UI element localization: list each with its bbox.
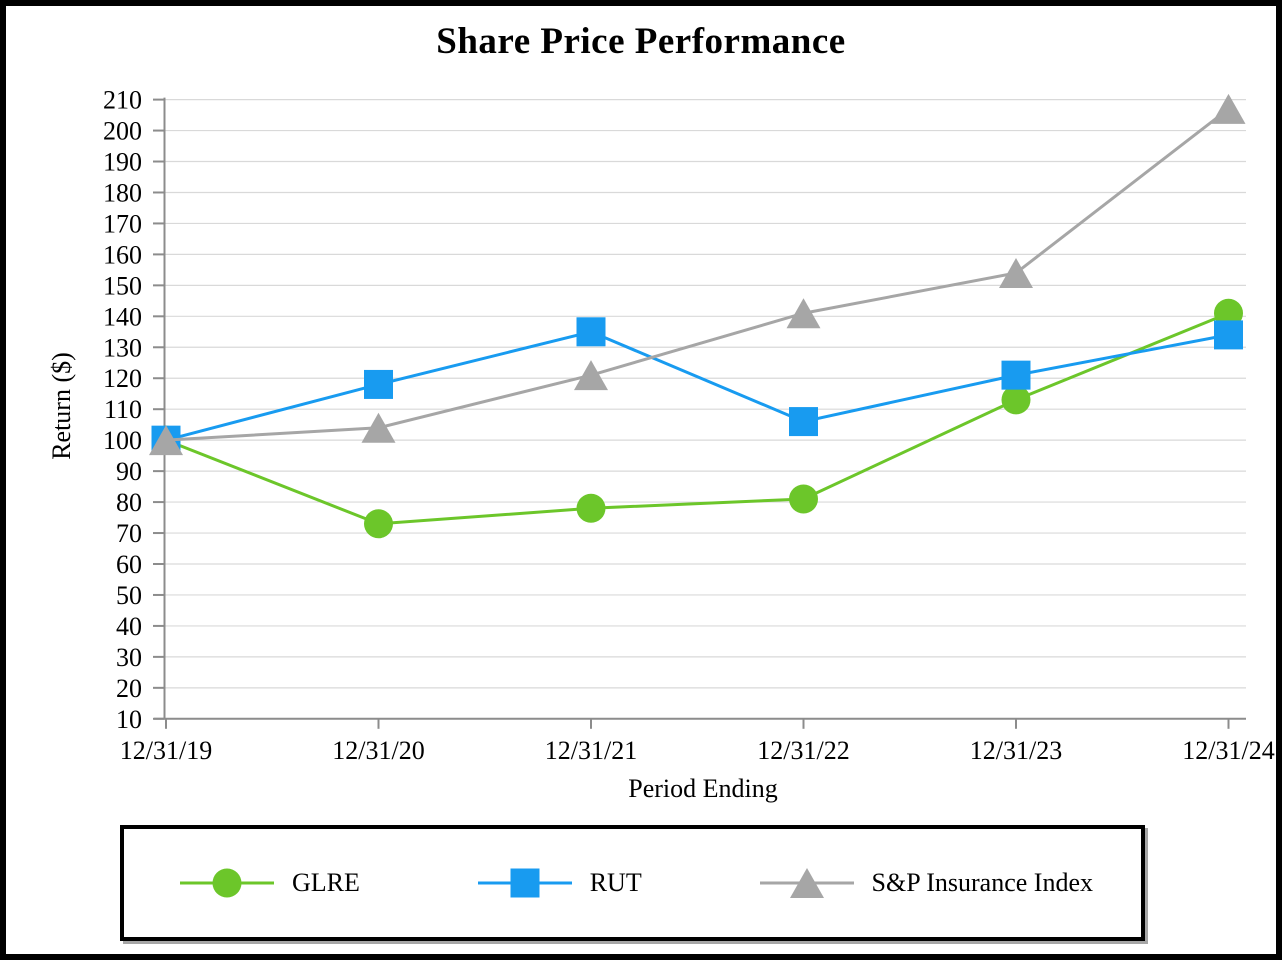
chart-title: Share Price Performance [436, 21, 846, 62]
y-tick-label: 120 [103, 364, 142, 393]
y-tick-label: 20 [116, 674, 142, 703]
y-tick-label: 160 [103, 240, 142, 269]
x-tick-label: 12/31/24 [1182, 736, 1274, 765]
circle-marker-icon [576, 493, 606, 523]
y-tick-label: 110 [104, 395, 142, 424]
y-tick-label: 60 [116, 550, 142, 579]
x-tick-label: 12/31/23 [970, 736, 1062, 765]
legend-label-sp-insurance: S&P Insurance Index [871, 868, 1093, 897]
y-tick-label: 40 [116, 612, 142, 641]
circle-marker-icon [1001, 385, 1031, 415]
circle-marker-icon [789, 484, 818, 514]
triangle-marker-icon [149, 425, 183, 456]
triangle-marker-icon [361, 412, 396, 443]
y-tick-label: 50 [116, 581, 142, 610]
y-tick-label: 190 [103, 148, 142, 177]
square-marker-icon [1001, 360, 1031, 390]
circle-marker-icon [212, 868, 242, 898]
y-tick-label: 140 [103, 302, 142, 331]
triangle-marker-icon [999, 257, 1033, 288]
legend-label-rut: RUT [589, 868, 642, 897]
x-tick-label: 12/31/21 [545, 736, 637, 765]
square-marker-icon [1214, 320, 1243, 350]
square-marker-icon [510, 868, 540, 898]
x-tick-label: 12/31/22 [757, 736, 849, 765]
x-tick-label: 12/31/19 [120, 736, 212, 765]
legend-entry-rut: RUT [470, 863, 642, 903]
triangle-marker-icon [789, 868, 824, 898]
y-tick-label: 170 [103, 209, 142, 238]
series-line-s-p-insurance-index [165, 107, 1230, 442]
x-tick-label: 12/31/20 [332, 736, 424, 765]
series-line-rut [165, 330, 1229, 442]
y-tick-label: 200 [103, 117, 142, 146]
square-marker-icon [364, 369, 393, 399]
y-tick-label: 30 [116, 643, 142, 672]
legend-label-glre: GLRE [292, 868, 360, 897]
square-marker-icon [789, 407, 818, 437]
y-tick-label: 80 [116, 488, 142, 517]
triangle-marker-icon [786, 298, 821, 329]
legend: GLRE RUT S&P Insurance Index [120, 825, 1145, 941]
y-tick-label: 210 [103, 86, 142, 115]
glre-legend-marker-icon [180, 868, 274, 898]
triangle-marker-icon [574, 360, 608, 391]
y-tick-label: 130 [103, 333, 142, 362]
series-line-glre [165, 311, 1230, 526]
y-tick-label: 150 [103, 271, 142, 300]
y-tick-label: 70 [116, 519, 142, 548]
y-tick-label: 10 [116, 705, 142, 734]
circle-marker-icon [364, 509, 393, 539]
rut-legend-marker-icon [477, 868, 572, 898]
y-axis-title: Return ($) [47, 352, 76, 460]
chart-plot: 2102001901801701601501401301201101009080… [103, 86, 1275, 765]
x-axis-title: Period Ending [628, 774, 778, 803]
square-marker-icon [576, 317, 606, 347]
triangle-marker-icon [1211, 93, 1246, 124]
y-tick-label: 90 [116, 457, 142, 486]
sp-insurance-legend-marker-icon [759, 868, 854, 898]
y-tick-label: 100 [103, 426, 142, 455]
legend-entry-glre: GLRE [172, 863, 360, 903]
legend-entry-sp-insurance: S&P Insurance Index [752, 863, 1093, 903]
y-tick-label: 180 [103, 178, 142, 207]
